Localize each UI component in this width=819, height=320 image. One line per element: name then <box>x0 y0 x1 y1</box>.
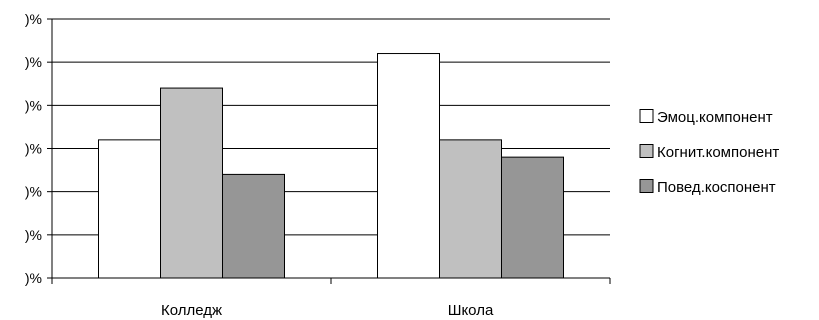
bar <box>501 156 564 279</box>
y-tick-label: )% <box>25 227 42 243</box>
legend-label: Эмоц.компонент <box>657 109 773 126</box>
axes <box>47 18 611 284</box>
bar <box>160 87 223 279</box>
x-category-label: Школа <box>448 302 494 319</box>
y-tick-label: )% <box>25 97 42 113</box>
legend-label: Когнит.компонент <box>657 144 779 161</box>
y-tick-label: )% <box>25 184 42 200</box>
bars <box>98 53 564 279</box>
bar <box>222 173 285 279</box>
bar <box>98 139 161 279</box>
x-category-labels: Колледж Школа <box>161 302 494 319</box>
y-tick-label: )% <box>25 11 42 27</box>
legend-label: Повед.коспонент <box>657 179 776 196</box>
bar <box>377 53 440 279</box>
legend: Эмоц.компонент Когнит.компонент Повед.косп… <box>639 109 779 196</box>
x-category-label: Колледж <box>161 302 222 319</box>
y-tick-label: )% <box>25 141 42 157</box>
y-tick-labels: )%)%)%)%)%)%)% <box>25 11 42 286</box>
legend-swatch <box>639 179 654 193</box>
bar <box>439 139 502 279</box>
y-tick-label: )% <box>25 270 42 286</box>
legend-swatch <box>639 144 654 158</box>
legend-swatch <box>639 109 654 123</box>
y-tick-label: )% <box>25 54 42 70</box>
